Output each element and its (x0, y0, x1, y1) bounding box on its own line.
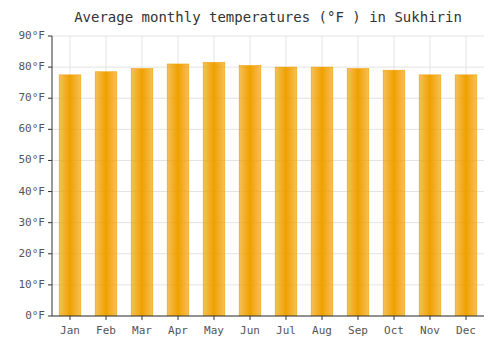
y-tick (48, 222, 52, 223)
x-tick-label: Jul (276, 324, 296, 337)
y-tick-label: 50°F (19, 153, 46, 166)
x-tick-label: Sep (348, 324, 368, 337)
x-tick (430, 316, 431, 320)
title: Average monthly temperatures (°F ) in Su… (74, 9, 462, 25)
x-tick (106, 316, 107, 320)
y-tick-label: 0°F (25, 309, 45, 322)
x-axis-line (52, 316, 484, 317)
bar (167, 64, 189, 316)
grid (52, 36, 484, 316)
y-tick-label: 40°F (19, 185, 46, 198)
y-tick-label: 70°F (19, 91, 46, 104)
x-tick-label: Nov (420, 324, 440, 337)
bar (95, 72, 117, 316)
x-tick (250, 316, 251, 320)
bar (131, 69, 153, 316)
x-tick (178, 316, 179, 320)
x-tick (142, 316, 143, 320)
y-tick (48, 160, 52, 161)
y-tick-label: 30°F (19, 216, 46, 229)
y-tick (48, 129, 52, 130)
y-tick-label: 10°F (19, 278, 46, 291)
x-tick (214, 316, 215, 320)
x-tick (70, 316, 71, 320)
y-tick (48, 253, 52, 254)
x-tick (466, 316, 467, 320)
x-tick-label: May (204, 324, 224, 337)
grid-line-y (52, 67, 484, 68)
x-tick-label: Aug (312, 324, 332, 337)
bar (311, 67, 333, 316)
bar (275, 67, 297, 316)
y-tick-label: 80°F (19, 60, 46, 73)
chart-container: 0°F 10°F 20°F 30°F 40°F 50°F 60°F 70°F 80°F 90°F J… (0, 0, 500, 350)
x-tick-label: Mar (132, 324, 152, 337)
bar (59, 75, 81, 316)
x-tick (358, 316, 359, 320)
bar (419, 75, 441, 316)
x-tick-label: Feb (96, 324, 116, 337)
y-tick-label: 20°F (19, 247, 46, 260)
x-tick-label: Dec (456, 324, 476, 337)
y-tick (48, 67, 52, 68)
grid-line-y (52, 316, 484, 317)
x-tick-label: Oct (384, 324, 404, 337)
x-tick-label: Apr (168, 324, 188, 337)
axes: 0°F 10°F 20°F 30°F 40°F 50°F 60°F 70°F 80°F 90°F J… (19, 29, 485, 337)
x-tick-label: Jan (60, 324, 80, 337)
y-tick-label: 60°F (19, 122, 46, 135)
x-tick-label: Jun (240, 324, 260, 337)
y-tick (48, 316, 52, 317)
bar (347, 69, 369, 316)
bar (455, 75, 477, 316)
y-axis-line (52, 36, 53, 316)
x-tick (394, 316, 395, 320)
bar (203, 62, 225, 316)
chart: 0°F 10°F 20°F 30°F 40°F 50°F 60°F 70°F 80°F 90°F J… (0, 0, 500, 350)
y-tick-label: 90°F (19, 29, 46, 42)
x-tick (322, 316, 323, 320)
y-tick (48, 284, 52, 285)
y-tick (48, 36, 52, 37)
bar (383, 70, 405, 316)
x-tick (286, 316, 287, 320)
y-tick (48, 98, 52, 99)
bar (239, 66, 261, 316)
grid-line-y (52, 36, 484, 37)
y-tick (48, 191, 52, 192)
bars (59, 62, 477, 316)
